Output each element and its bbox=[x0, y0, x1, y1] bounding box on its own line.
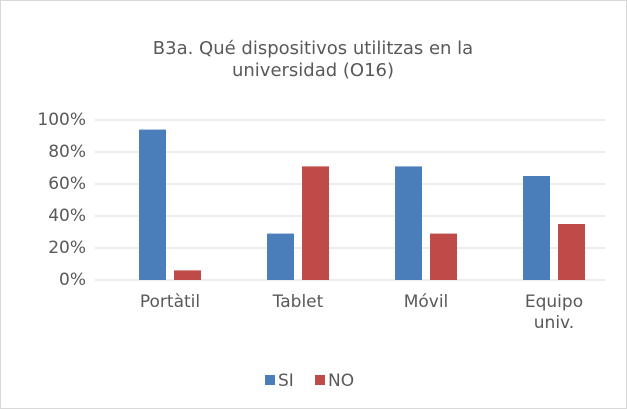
bar bbox=[267, 233, 294, 280]
legend-label: NO bbox=[328, 371, 354, 391]
bar bbox=[523, 176, 550, 280]
bar bbox=[558, 224, 585, 280]
bar bbox=[430, 233, 457, 280]
bar bbox=[174, 270, 201, 280]
bar bbox=[395, 166, 422, 280]
y-tick-label: 20% bbox=[48, 238, 86, 258]
x-tick-label: Portàtil bbox=[139, 292, 201, 312]
y-tick-label: 80% bbox=[48, 142, 86, 162]
x-tick-label: Equipo univ. bbox=[524, 292, 584, 333]
bar bbox=[139, 129, 166, 280]
y-tick-label: 0% bbox=[59, 270, 86, 290]
legend-swatch bbox=[265, 375, 275, 385]
y-tick-label: 40% bbox=[48, 206, 86, 226]
y-tick-label: 100% bbox=[37, 110, 86, 130]
legend-label: SI bbox=[278, 371, 294, 391]
x-tick-label: Tablet bbox=[272, 292, 324, 312]
bar bbox=[302, 166, 329, 280]
legend-swatch bbox=[315, 375, 325, 385]
x-tick-label: Móvil bbox=[403, 292, 449, 312]
y-tick-label: 60% bbox=[48, 174, 86, 194]
chart-title: B3a. Qué dispositivos utilitzas en la un… bbox=[152, 38, 474, 81]
